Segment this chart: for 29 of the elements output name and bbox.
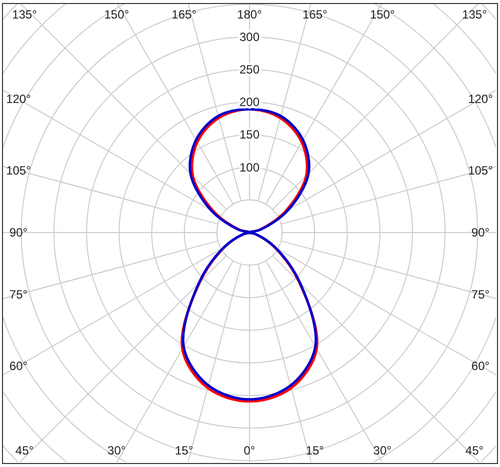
spoke-label: 135° xyxy=(462,8,488,22)
spoke-label: 90° xyxy=(9,226,28,240)
spoke-label: 150° xyxy=(370,8,395,22)
spoke-label: 120° xyxy=(6,92,32,106)
spoke-label: 60° xyxy=(471,358,490,373)
y-tick-label: 250 xyxy=(239,62,260,76)
spoke-label: 75° xyxy=(471,287,490,302)
spoke-label: 180° xyxy=(237,8,262,22)
spoke-label: 90° xyxy=(471,226,490,240)
spoke-label: 150° xyxy=(104,8,130,22)
spoke-label: 45° xyxy=(15,444,34,458)
y-tick-label: 150 xyxy=(239,128,260,142)
y-tick-label: 300 xyxy=(239,30,260,44)
spoke-label: 75° xyxy=(9,287,28,302)
spoke-label: 105° xyxy=(468,164,494,178)
y-tick-label: 100 xyxy=(239,160,260,174)
spoke-label: 165° xyxy=(172,8,197,22)
y-tick-label: 200 xyxy=(239,95,260,110)
spoke-label: 165° xyxy=(302,8,328,22)
spoke-label: 30° xyxy=(108,444,126,458)
spoke-label: 0° xyxy=(244,444,256,458)
spoke-label: 135° xyxy=(12,8,38,22)
spoke-label: 45° xyxy=(465,444,484,458)
spoke-label: 120° xyxy=(468,92,494,106)
spoke-label: 15° xyxy=(175,444,194,458)
spoke-label: 30° xyxy=(373,444,392,458)
spoke-label: 60° xyxy=(9,358,28,373)
spoke-label: 105° xyxy=(6,164,32,178)
spoke-label: 15° xyxy=(306,444,324,458)
